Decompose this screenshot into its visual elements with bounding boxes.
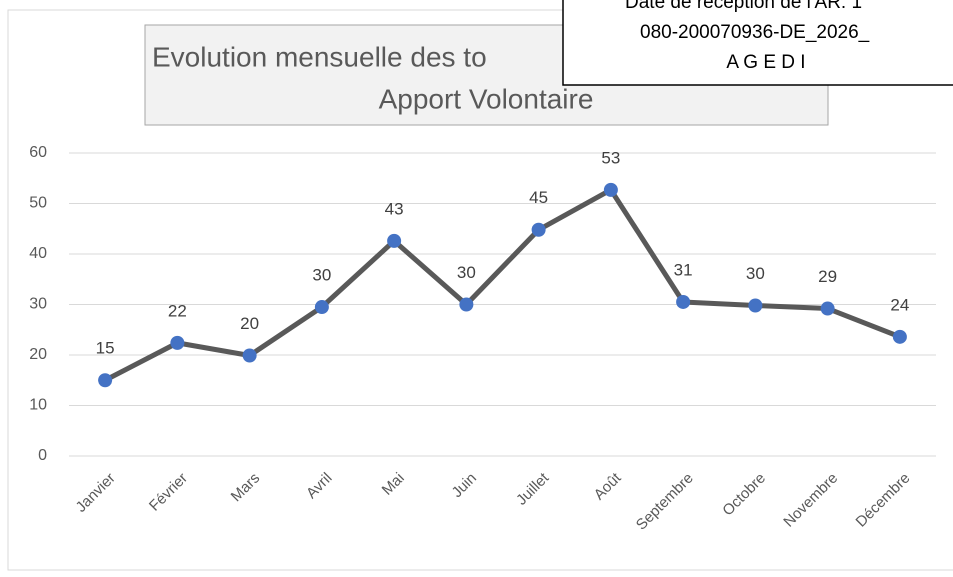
marker bbox=[820, 301, 835, 316]
data-label: 30 bbox=[312, 266, 331, 285]
marker bbox=[676, 294, 691, 309]
y-tick-label: 0 bbox=[38, 447, 47, 464]
stamp-line: A G E D I bbox=[726, 52, 805, 73]
marker bbox=[242, 348, 257, 363]
data-label: 45 bbox=[529, 188, 548, 207]
data-label: 30 bbox=[457, 263, 476, 282]
data-label: 43 bbox=[385, 199, 404, 218]
line bbox=[103, 187, 901, 383]
chart-title: Apport Volontaire bbox=[379, 83, 594, 114]
stamp-line: 080-200070936-DE_2026_ bbox=[640, 22, 870, 43]
stamp-line: Date de réception de l'AR: 1 bbox=[625, 0, 862, 13]
data-label: 29 bbox=[818, 267, 837, 286]
marker bbox=[387, 233, 402, 248]
marker bbox=[459, 297, 474, 312]
marker bbox=[603, 182, 618, 197]
marker bbox=[170, 335, 185, 350]
data-label: 22 bbox=[168, 301, 187, 320]
data-label: 20 bbox=[240, 314, 259, 333]
y-tick-label: 30 bbox=[29, 296, 47, 313]
data-label: 30 bbox=[746, 264, 765, 283]
y-tick-label: 50 bbox=[29, 195, 47, 212]
data-label: 24 bbox=[890, 295, 909, 314]
y-tick-label: 40 bbox=[29, 245, 47, 262]
y-tick-label: 10 bbox=[29, 397, 47, 414]
data-label: 53 bbox=[601, 148, 620, 167]
marker bbox=[98, 373, 113, 388]
marker bbox=[314, 300, 329, 315]
y-tick-label: 20 bbox=[29, 346, 47, 363]
data-label: 15 bbox=[96, 339, 115, 358]
stamp-box bbox=[562, 0, 953, 86]
marker bbox=[531, 222, 546, 237]
marker bbox=[892, 329, 907, 344]
data-label: 31 bbox=[674, 260, 693, 279]
y-tick-label: 60 bbox=[29, 144, 47, 161]
chart-title: Evolution mensuelle des to bbox=[152, 41, 487, 72]
marker bbox=[748, 298, 763, 313]
